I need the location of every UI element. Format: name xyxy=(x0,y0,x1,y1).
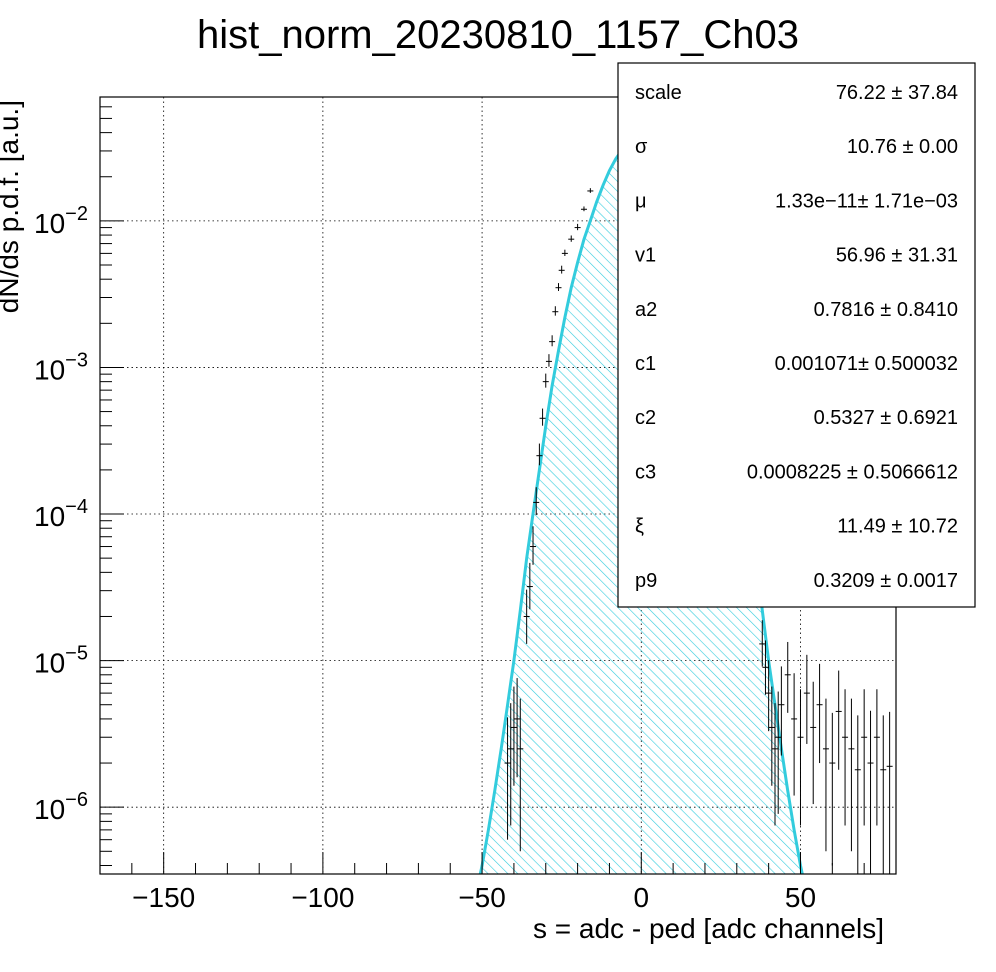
data-point xyxy=(539,408,546,426)
stats-row: c2 0.5327 ± 0.6921 xyxy=(635,407,958,429)
data-point xyxy=(523,589,530,644)
stats-param-value: 76.22 ± 37.84 xyxy=(836,82,958,104)
stats-row: c3 0.0008225 ± 0.5066612 xyxy=(635,461,958,483)
stats-param-name: μ xyxy=(635,190,647,212)
data-point xyxy=(545,354,552,367)
stats-param-value: 0.0008225 ± 0.5066612 xyxy=(747,461,958,483)
data-point xyxy=(580,206,587,212)
y-tick-label: 10−3 xyxy=(34,349,88,385)
x-tick-label: −100 xyxy=(291,882,354,913)
stats-box-frame xyxy=(617,62,976,608)
data-point xyxy=(762,640,769,695)
data-point xyxy=(561,249,568,256)
stats-param-value: 0.5327 ± 0.6921 xyxy=(814,407,958,429)
stats-row: scale 76.22 ± 37.84 xyxy=(635,82,958,104)
stats-rows: scale 76.22 ± 37.84 σ 10.76 ± 0.00 μ 1.33e−11… xyxy=(635,82,958,592)
x-tick-label: −150 xyxy=(132,882,195,913)
data-point xyxy=(574,223,581,231)
data-point xyxy=(530,526,537,565)
data-point xyxy=(568,235,575,242)
data-point xyxy=(542,373,549,388)
stats-param-name: σ xyxy=(635,136,648,158)
y-tick-label: 10−5 xyxy=(34,643,88,679)
stats-param-name: c3 xyxy=(635,461,656,483)
data-point xyxy=(816,663,823,764)
data-point xyxy=(835,670,842,770)
data-point xyxy=(886,711,893,874)
stats-param-name: v1 xyxy=(635,245,656,267)
stats-param-value: 0.001071± 0.500032 xyxy=(775,353,958,375)
data-point xyxy=(880,715,887,874)
stats-param-value: 0.7816 ± 0.8410 xyxy=(814,299,958,321)
stats-param-value: 10.76 ± 0.00 xyxy=(847,136,958,158)
stats-row: v1 56.96 ± 31.31 xyxy=(635,245,958,267)
data-point xyxy=(810,681,817,805)
stats-param-name: c1 xyxy=(635,353,656,375)
chart-title: hist_norm_20230810_1157_Ch03 xyxy=(197,13,799,57)
data-point xyxy=(784,641,791,713)
x-tick-label: 0 xyxy=(633,882,649,913)
stats-row: ξ 11.49 ± 10.72 xyxy=(635,516,958,538)
data-point xyxy=(829,712,836,866)
data-point xyxy=(873,689,880,826)
data-point xyxy=(848,698,855,852)
data-point xyxy=(514,678,521,778)
data-point xyxy=(555,283,562,291)
data-point xyxy=(536,443,543,466)
stats-param-value: 11.49 ± 10.72 xyxy=(837,516,958,538)
data-point xyxy=(759,620,766,667)
data-point xyxy=(587,188,594,193)
data-point xyxy=(507,703,514,826)
data-points-group xyxy=(504,188,893,874)
data-point xyxy=(854,715,861,874)
data-point xyxy=(533,487,540,516)
data-point xyxy=(549,335,556,347)
stats-param-value: 0.3209 ± 0.0017 xyxy=(814,570,958,592)
y-axis-ticks: 10−6 10−5 10−4 10−3 10−2 xyxy=(34,96,124,866)
stats-row: a2 0.7816 ± 0.8410 xyxy=(635,299,958,321)
y-axis-label: dN/ds p.d.f. [a.u.] xyxy=(0,100,24,313)
data-point xyxy=(775,691,782,814)
data-point xyxy=(552,306,559,316)
y-tick-label: 10−6 xyxy=(34,789,88,825)
data-point xyxy=(504,717,511,840)
stats-row: p9 0.3209 ± 0.0017 xyxy=(635,570,958,592)
data-point xyxy=(558,265,565,274)
x-axis-label: s = adc - ped [adc channels] xyxy=(533,913,884,944)
data-point xyxy=(842,689,849,826)
data-point xyxy=(861,689,868,826)
data-point xyxy=(768,686,775,786)
y-tick-label: 10−2 xyxy=(34,203,88,239)
stats-param-name: scale xyxy=(635,82,682,104)
stats-param-name: ξ xyxy=(635,516,644,538)
data-point xyxy=(772,703,779,826)
stats-param-value: 1.33e−11± 1.71e−03 xyxy=(775,190,958,212)
stats-param-value: 56.96 ± 31.31 xyxy=(836,245,958,267)
stats-row: μ 1.33e−11± 1.71e−03 xyxy=(635,190,958,212)
data-point xyxy=(867,710,874,874)
y-tick-label: 10−4 xyxy=(34,496,88,532)
x-axis-ticks: −150 −100 −50 0 50 xyxy=(131,852,897,913)
data-point xyxy=(822,698,829,852)
data-point xyxy=(526,562,533,610)
stats-row: c1 0.001071± 0.500032 xyxy=(635,353,958,375)
data-point xyxy=(791,673,798,796)
data-point xyxy=(803,654,810,744)
stats-box: scale 76.22 ± 37.84 σ 10.76 ± 0.00 μ 1.33e−11… xyxy=(617,62,976,608)
data-point xyxy=(510,686,517,786)
x-tick-label: −50 xyxy=(458,882,506,913)
stats-param-name: p9 xyxy=(635,570,657,592)
stats-row: σ 10.76 ± 0.00 xyxy=(635,136,958,158)
stats-param-name: c2 xyxy=(635,407,656,429)
data-point xyxy=(765,660,772,732)
stats-param-name: a2 xyxy=(635,299,657,321)
x-tick-label: 50 xyxy=(785,882,816,913)
data-point xyxy=(778,666,785,756)
data-point xyxy=(797,689,804,826)
data-point xyxy=(517,698,524,852)
